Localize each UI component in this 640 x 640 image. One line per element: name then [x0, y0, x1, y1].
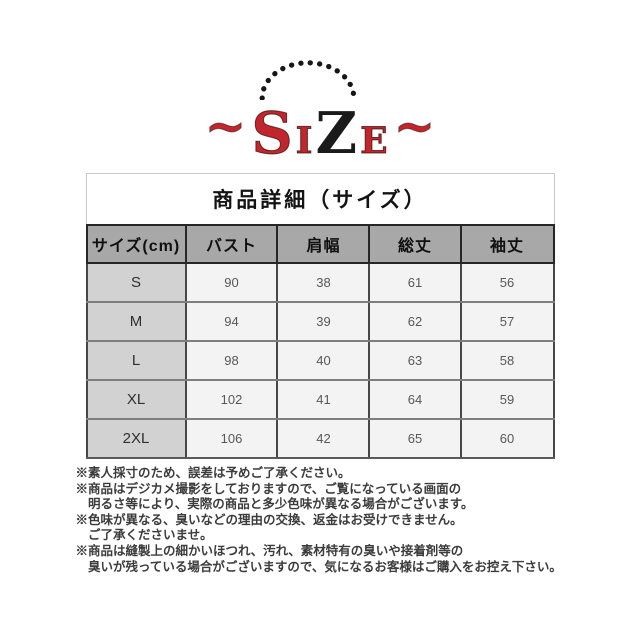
measurement-cell: 90: [184, 262, 279, 303]
size-logo: ~SIZE ~: [0, 0, 640, 167]
note-line: ※色味が異なる、臭いなどの理由の交換、返金はお受けできません。: [75, 512, 463, 527]
measurement-cell: 40: [276, 340, 371, 381]
logo-tilde-right: ~: [393, 96, 436, 155]
measurement-cell: 106: [184, 418, 279, 459]
dotted-arc-wrap: [0, 58, 640, 101]
measurement-cell: 94: [184, 301, 279, 342]
note-line: ※素人採寸のため、誤差は予めご了承ください。: [75, 466, 351, 480]
column-header: バスト: [184, 224, 279, 264]
measurement-cell: 39: [276, 301, 371, 342]
measurement-cell: 41: [276, 379, 371, 420]
measurement-cell: 98: [184, 340, 279, 381]
size-label-cell: L: [85, 340, 187, 381]
column-header: サイズ(cm): [85, 224, 187, 264]
table-row: S 90 38 61 56: [85, 262, 555, 303]
measurement-cell: 65: [368, 418, 462, 459]
measurement-cell: 58: [459, 340, 555, 381]
note-line: ※商品は縫製上の細かいほつれ、汚れ、素材特有の臭いや接着剤等の: [75, 543, 464, 558]
dotted-arc-icon: [259, 60, 357, 101]
column-header: 総丈: [368, 224, 462, 264]
note-line: 明るさ等により、実際の商品と多少色味が異なる場合がございます。: [75, 497, 474, 512]
table-row: L 98 40 63 58: [85, 340, 555, 381]
logo-letter-z: Z: [315, 100, 358, 167]
size-logo-text: ~SIZE ~: [0, 96, 640, 167]
size-chart-page: ~SIZE ~ 商品詳細（サイズ） サイズ(cm) バスト 肩幅 総丈 袖丈 S 90 38 6…: [0, 0, 640, 575]
table-row: M 94 39 62 57: [85, 301, 555, 342]
measurement-cell: 63: [368, 340, 462, 381]
measurement-cell: 64: [368, 379, 462, 420]
logo-letter-e: E: [360, 120, 388, 162]
size-label-cell: M: [85, 301, 187, 342]
note-line: ご了承くださいませ。: [75, 528, 213, 543]
size-table-body: S 90 38 61 56 M 94 39 62 57 L 98 40 63 58 XL 102 41 64 59 2X…: [85, 262, 555, 459]
table-row: 2XL 106 42 65 60: [85, 418, 555, 459]
note-line: 臭いが残っている場合がございますので、気になるお客様はご購入をお控え下さい。: [75, 559, 562, 574]
size-label-cell: 2XL: [85, 418, 187, 459]
size-table-head: サイズ(cm) バスト 肩幅 総丈 袖丈: [85, 224, 555, 264]
measurement-cell: 42: [276, 418, 371, 459]
header-row: サイズ(cm) バスト 肩幅 総丈 袖丈: [85, 224, 555, 264]
measurement-cell: 60: [459, 418, 555, 459]
size-table: サイズ(cm) バスト 肩幅 総丈 袖丈 S 90 38 61 56 M 94 39 62 57 L 98 40…: [85, 224, 555, 459]
column-header: 袖丈: [459, 224, 555, 264]
measurement-cell: 62: [368, 301, 462, 342]
size-detail-card: 商品詳細（サイズ） サイズ(cm) バスト 肩幅 総丈 袖丈 S 90 38 61 56 M 94 3…: [85, 173, 555, 459]
measurement-cell: 38: [276, 262, 371, 303]
measurement-cell: 59: [459, 379, 555, 420]
size-label-cell: XL: [85, 379, 187, 420]
measurement-cell: 102: [184, 379, 279, 420]
card-title: 商品詳細（サイズ）: [85, 173, 555, 224]
size-label-cell: S: [85, 262, 187, 303]
measurement-cell: 61: [368, 262, 462, 303]
logo-letter-s: S: [251, 100, 293, 167]
logo-letter-i: I: [295, 120, 313, 162]
measurement-cell: 56: [459, 262, 555, 303]
logo-tilde-left: ~: [204, 96, 247, 155]
notes: ※素人採寸のため、誤差は予めご了承ください。 ※商品はデジカメ撮影をしておりますの…: [76, 466, 565, 575]
measurement-cell: 57: [459, 301, 555, 342]
table-row: XL 102 41 64 59: [85, 379, 555, 420]
column-header: 肩幅: [276, 224, 371, 264]
note-line: ※商品はデジカメ撮影をしておりますので、ご覧になっている画面の: [75, 481, 462, 496]
